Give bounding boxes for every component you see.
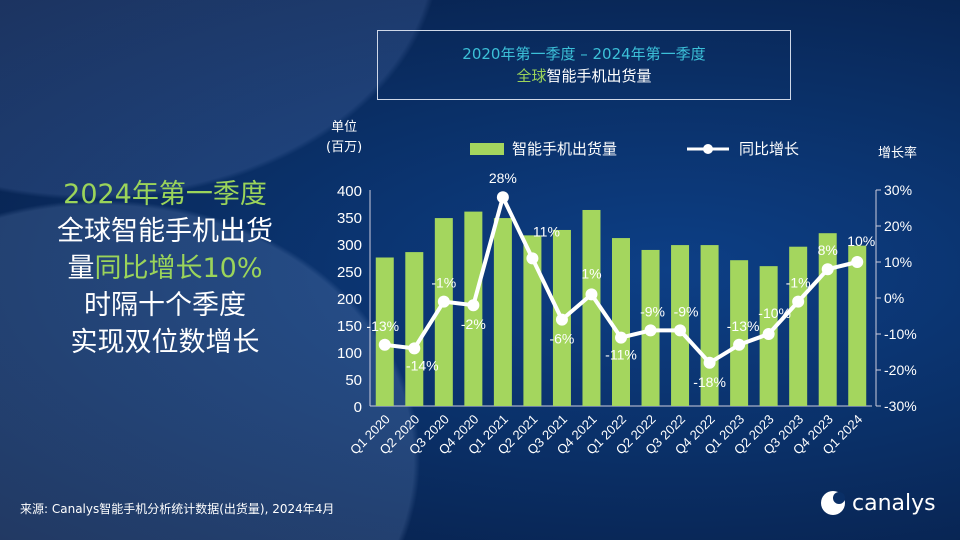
growth-data-label: -1% (431, 275, 456, 291)
growth-data-label: -13% (366, 318, 399, 334)
source-note: 来源: Canalys智能手机分析统计数据(出货量), 2024年4月 (20, 502, 335, 516)
growth-point (733, 338, 746, 351)
growth-point (792, 295, 805, 308)
headline-line: 量 (67, 253, 95, 284)
bar (493, 218, 512, 406)
growth-data-label: -2% (461, 316, 486, 332)
growth-point (378, 338, 391, 351)
y-axis-label-line2: (百万) (326, 140, 363, 155)
growth-point (674, 324, 687, 337)
growth-data-label: 11% (533, 223, 560, 239)
y-tick-label: 50 (345, 372, 362, 389)
logo-text: canalys (852, 490, 936, 516)
y2-tick-label: -30% (884, 398, 917, 414)
legend-line-label: 同比增长 (739, 140, 800, 158)
headline-growth: 同比增长10% (94, 253, 263, 284)
legend-line-swatch (687, 143, 730, 154)
headline-line: 时隔十个季度 (84, 290, 246, 321)
y-tick-label: 200 (337, 291, 362, 308)
growth-point (555, 313, 568, 326)
growth-point (644, 324, 657, 337)
y2-axis-label: 增长率 (878, 146, 918, 161)
bar (818, 233, 837, 406)
growth-data-label: 28% (489, 170, 517, 186)
chart-title-main: 智能手机出货量 (546, 67, 652, 85)
legend-bar-swatch (470, 142, 504, 155)
y-tick-label: 100 (337, 345, 362, 362)
growth-point (585, 288, 598, 301)
growth-point (437, 295, 450, 308)
y-tick-label: 0 (354, 399, 362, 416)
growth-data-label: -11% (605, 347, 637, 363)
chart-title-box: 2020年第一季度 – 2024年第一季度 全球智能手机出货量 (377, 30, 791, 100)
bar (789, 246, 808, 406)
headline: 2024年第一季度 全球智能手机出货 量同比增长10% 时隔十个季度 实现双位数… (20, 176, 310, 361)
growth-point (762, 328, 775, 340)
growth-data-label: -9% (674, 303, 699, 319)
bar (523, 235, 542, 406)
growth-data-label: -18% (693, 374, 726, 390)
bar (434, 218, 453, 406)
growth-data-label: -1% (786, 275, 811, 291)
y2-tick-label: -20% (884, 362, 917, 378)
chart-title-period: 2020年第一季度 – 2024年第一季度 (462, 45, 706, 63)
bar (375, 257, 394, 406)
growth-data-label: 10% (847, 233, 875, 249)
canalys-logo: canalys (820, 490, 936, 516)
growth-point (496, 191, 509, 204)
y2-tick-label: 0% (884, 290, 904, 306)
y2-tick-label: 30% (884, 182, 912, 198)
growth-point (526, 252, 539, 265)
legend: 智能手机出货量 同比增长 (470, 138, 799, 159)
legend-bar-label: 智能手机出货量 (512, 140, 618, 158)
growth-data-label: -9% (640, 303, 665, 319)
bar (730, 260, 749, 406)
growth-point (851, 256, 864, 268)
growth-point (703, 356, 716, 369)
growth-point (615, 331, 627, 344)
growth-point (408, 342, 421, 355)
y-axis-label: 单位 (百万) (326, 118, 362, 158)
y-axis-label-line1: 单位 (331, 120, 358, 135)
y-tick-label: 300 (337, 237, 362, 254)
headline-line: 2024年第一季度 (63, 179, 267, 210)
bar (582, 209, 601, 406)
chart-title-global: 全球 (516, 67, 547, 85)
bar (612, 238, 630, 406)
growth-data-label: -14% (406, 357, 439, 373)
growth-data-label: 8% (818, 242, 838, 258)
headline-line: 实现双位数增长 (70, 327, 260, 358)
growth-point (821, 263, 834, 276)
growth-point (467, 299, 480, 312)
y-tick-label: 150 (337, 318, 362, 335)
growth-data-label: -13% (727, 318, 760, 334)
bar (848, 245, 867, 406)
y2-tick-label: 10% (884, 254, 912, 270)
growth-data-label: -10% (758, 305, 791, 321)
y-tick-label: 400 (337, 183, 362, 200)
y2-tick-label: -10% (884, 326, 917, 342)
y2-tick-label: 20% (884, 218, 912, 234)
y-tick-label: 350 (337, 210, 362, 227)
y-tick-label: 250 (337, 264, 362, 281)
growth-data-label: 1% (581, 265, 601, 281)
growth-data-label: -6% (549, 331, 574, 347)
bar (405, 252, 424, 406)
logo-icon (821, 491, 845, 515)
headline-line: 全球智能手机出货 (57, 216, 273, 247)
